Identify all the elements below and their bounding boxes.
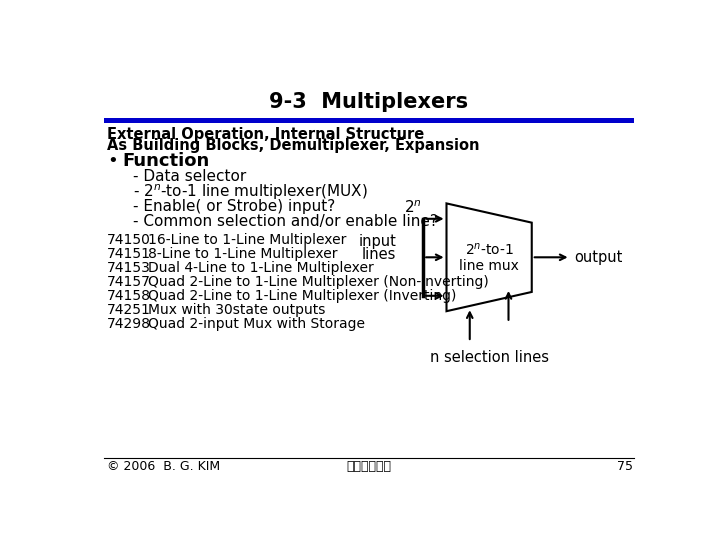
Text: n selection lines: n selection lines — [430, 350, 549, 364]
Text: - Enable( or Strobe) input?: - Enable( or Strobe) input? — [132, 199, 335, 214]
Text: 74251: 74251 — [107, 302, 151, 316]
Text: 74158: 74158 — [107, 289, 151, 303]
Text: 74157: 74157 — [107, 275, 151, 289]
Text: Quad 2-Line to 1-Line Multiplexer (Non-inverting): Quad 2-Line to 1-Line Multiplexer (Non-i… — [148, 275, 489, 289]
Text: 74298: 74298 — [107, 316, 151, 330]
Text: •: • — [107, 152, 118, 170]
Text: 74151: 74151 — [107, 247, 151, 261]
Text: 2$^n$-to-1
line mux: 2$^n$-to-1 line mux — [459, 241, 519, 273]
Text: 2$^n$: 2$^n$ — [404, 199, 422, 215]
Text: Dual 4-Line to 1-Line Multiplexer: Dual 4-Line to 1-Line Multiplexer — [148, 261, 374, 275]
Text: Quad 2-Line to 1-Line Multiplexer (Inverting): Quad 2-Line to 1-Line Multiplexer (Inver… — [148, 289, 456, 303]
Text: - Data selector: - Data selector — [132, 169, 246, 184]
Text: External Operation, Internal Structure: External Operation, Internal Structure — [107, 126, 424, 141]
Text: output: output — [575, 250, 623, 265]
Text: 74153: 74153 — [107, 261, 151, 275]
Text: Quad 2-input Mux with Storage: Quad 2-input Mux with Storage — [148, 316, 365, 330]
Text: 16-Line to 1-Line Multiplexer: 16-Line to 1-Line Multiplexer — [148, 233, 346, 247]
Polygon shape — [446, 204, 532, 311]
Text: - 2$^n$-to-1 line multiplexer(MUX): - 2$^n$-to-1 line multiplexer(MUX) — [132, 182, 367, 201]
Text: 8-Line to 1-Line Multiplexer: 8-Line to 1-Line Multiplexer — [148, 247, 338, 261]
Text: 디지털시스템: 디지털시스템 — [346, 460, 392, 473]
Text: 9-3  Multiplexers: 9-3 Multiplexers — [269, 92, 469, 112]
Text: 75: 75 — [616, 460, 632, 473]
Text: Function: Function — [122, 152, 210, 170]
Text: © 2006  B. G. KIM: © 2006 B. G. KIM — [107, 460, 220, 473]
Text: - Common selection and/or enable line?: - Common selection and/or enable line? — [132, 214, 438, 228]
Text: input: input — [359, 234, 396, 249]
Text: As Building Blocks, Demultiplexer, Expansion: As Building Blocks, Demultiplexer, Expan… — [107, 138, 480, 153]
Text: Mux with 30state outputs: Mux with 30state outputs — [148, 302, 325, 316]
Text: lines: lines — [361, 247, 396, 262]
Text: 74150: 74150 — [107, 233, 151, 247]
Bar — [104, 118, 634, 123]
